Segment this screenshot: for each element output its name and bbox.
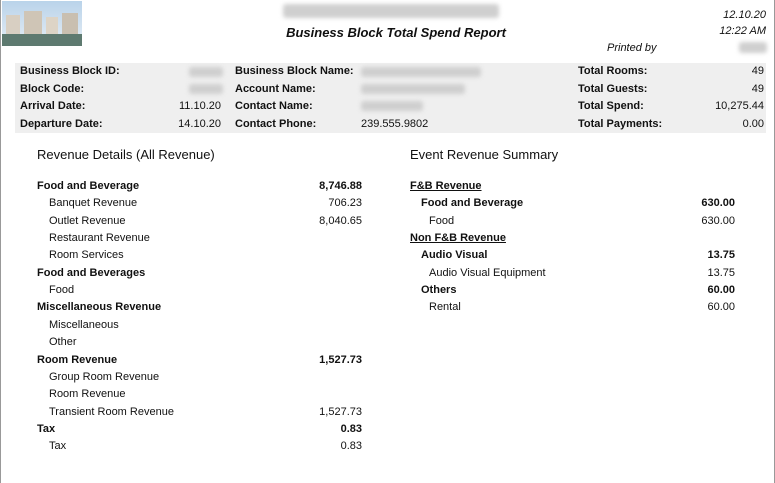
group-name: Food and Beverage bbox=[37, 180, 140, 192]
info-label: Arrival Date: bbox=[20, 100, 86, 112]
item-value: 630.00 bbox=[701, 214, 735, 227]
item-name: Food bbox=[49, 284, 75, 297]
info-value: 0.00 bbox=[742, 118, 764, 130]
blurred-value bbox=[361, 67, 481, 77]
section-name: Non F&B Revenue bbox=[410, 232, 506, 245]
report-title: Business Block Total Spend Report bbox=[286, 25, 506, 40]
section-title: Event Revenue Summary bbox=[410, 147, 559, 162]
info-label: Account Name: bbox=[235, 83, 316, 95]
info-value: 11.10.20 bbox=[178, 100, 221, 112]
info-label: Total Rooms: bbox=[578, 65, 648, 77]
item-name: Food bbox=[429, 214, 455, 227]
item-value: 1,527.73 bbox=[319, 405, 362, 418]
item-name: Group Room Revenue bbox=[49, 370, 160, 383]
info-value: 49 bbox=[751, 65, 764, 77]
group-name: Others bbox=[421, 284, 457, 297]
item-value: 13.75 bbox=[707, 266, 735, 279]
blurred-value bbox=[189, 84, 223, 94]
item-name: Room Revenue bbox=[49, 388, 126, 401]
group-total: 630.00 bbox=[701, 197, 735, 210]
group-name: Audio Visual bbox=[421, 249, 488, 262]
section-name: F&B Revenue bbox=[410, 180, 482, 192]
item-name: Audio Visual Equipment bbox=[429, 266, 546, 279]
item-name: Tax bbox=[49, 440, 67, 453]
info-label: Contact Phone: bbox=[235, 118, 317, 130]
item-name: Banquet Revenue bbox=[49, 197, 138, 210]
item-value: 0.83 bbox=[340, 440, 362, 453]
group-name: Tax bbox=[37, 422, 56, 435]
blurred-value bbox=[361, 101, 423, 111]
group-total: 60.00 bbox=[707, 284, 735, 297]
section-title: Revenue Details (All Revenue) bbox=[37, 147, 215, 162]
group-total: 13.75 bbox=[707, 249, 735, 262]
blurred-hotel bbox=[283, 4, 499, 18]
item-value: 60.00 bbox=[707, 301, 735, 314]
info-label: Business Block Name: bbox=[235, 65, 354, 77]
group-total: 0.83 bbox=[340, 422, 362, 435]
group-name: Food and Beverage bbox=[421, 197, 524, 210]
blurred-user bbox=[739, 42, 767, 53]
logo bbox=[2, 1, 82, 46]
item-name: Miscellaneous bbox=[49, 318, 119, 331]
item-name: Rental bbox=[429, 301, 461, 314]
group-name: Miscellaneous Revenue bbox=[37, 301, 162, 314]
info-label: Departure Date: bbox=[20, 118, 103, 130]
item-name: Restaurant Revenue bbox=[49, 232, 150, 245]
print-time: 12:22 AM bbox=[719, 25, 766, 37]
blurred-value bbox=[189, 67, 223, 77]
info-label: Total Guests: bbox=[578, 83, 648, 95]
item-name: Room Services bbox=[49, 249, 124, 262]
info-label: Block Code: bbox=[20, 83, 85, 95]
item-value: 8,040.65 bbox=[319, 214, 362, 227]
item-name: Transient Room Revenue bbox=[49, 405, 174, 418]
info-value: 49 bbox=[751, 83, 764, 95]
print-date: 12.10.20 bbox=[723, 9, 766, 21]
info-value: 14.10.20 bbox=[178, 118, 221, 130]
group-name: Food and Beverages bbox=[37, 266, 146, 279]
item-name: Other bbox=[49, 336, 77, 349]
item-value: 706.23 bbox=[328, 197, 362, 210]
group-total: 8,746.88 bbox=[319, 180, 362, 192]
group-total: 1,527.73 bbox=[319, 353, 362, 366]
item-name: Outlet Revenue bbox=[49, 214, 126, 227]
info-value: 10,275.44 bbox=[715, 100, 764, 112]
info-label: Total Payments: bbox=[578, 118, 663, 130]
info-label: Contact Name: bbox=[235, 100, 313, 112]
info-label: Total Spend: bbox=[578, 100, 644, 112]
info-value: 239.555.9802 bbox=[361, 118, 429, 130]
blurred-value bbox=[361, 84, 465, 94]
info-label: Business Block ID: bbox=[20, 65, 120, 77]
printed-by: Printed by bbox=[607, 42, 657, 54]
group-name: Room Revenue bbox=[37, 353, 118, 366]
